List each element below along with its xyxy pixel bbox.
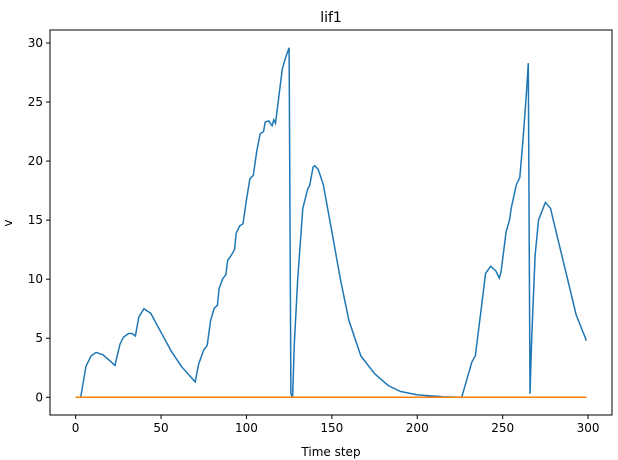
y-tick-label: 0 [35, 390, 43, 404]
x-tick-label: 250 [491, 421, 514, 435]
x-tick-label: 50 [153, 421, 168, 435]
y-tick-label: 10 [28, 272, 43, 286]
x-tick-label: 150 [320, 421, 343, 435]
chart-title: lif1 [320, 10, 342, 26]
y-tick-label: 5 [35, 331, 43, 345]
x-tick-label: 300 [577, 421, 600, 435]
x-tick-label: 200 [406, 421, 429, 435]
y-tick-label: 20 [28, 154, 43, 168]
y-axis-label: v [1, 219, 15, 226]
x-tick-label: 100 [235, 421, 258, 435]
plot-frame [49, 29, 613, 416]
y-tick-label: 15 [28, 213, 43, 227]
x-tick-label: 0 [72, 421, 80, 435]
x-axis-label: Time step [300, 445, 360, 459]
y-tick-label: 30 [28, 36, 43, 50]
line [75, 47, 588, 399]
y-tick-label: 25 [28, 95, 43, 109]
